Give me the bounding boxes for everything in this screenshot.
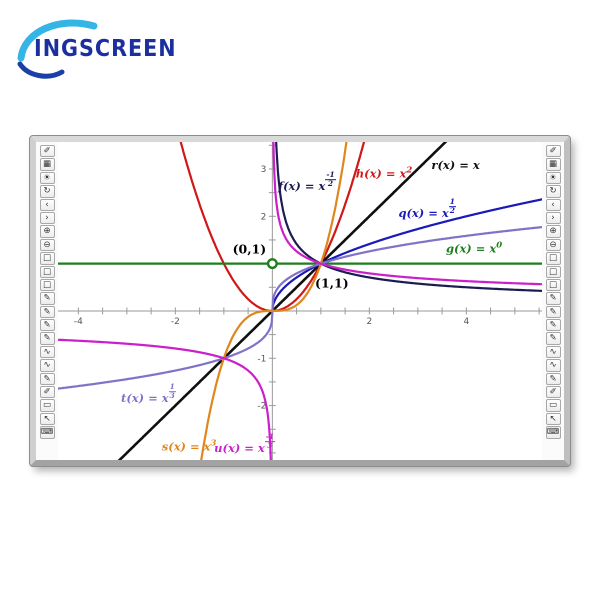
highlighter-icon[interactable]: ✐ xyxy=(545,386,561,399)
keyboard-icon[interactable]: ⌨ xyxy=(545,426,561,439)
eraser-icon[interactable]: ▭ xyxy=(545,399,561,412)
svg-text:2: 2 xyxy=(261,212,267,222)
shape-rect-large-icon[interactable]: □ xyxy=(39,278,55,292)
curve-s xyxy=(200,142,348,460)
pen-bold-icon[interactable]: ✎ xyxy=(545,332,561,345)
crayon-icon[interactable]: ✎ xyxy=(545,292,561,305)
curve-r xyxy=(117,142,448,460)
annotate-pen-icon[interactable]: ✐ xyxy=(545,145,561,158)
svg-text:3: 3 xyxy=(261,165,267,175)
left-toolbar: ✐ ▦ ☀ ↻ ‹ › ⊕ ⊖ □ □ □ ✎ ✎ ✎ ✎ ∿ ∿ ✎ ✐ ▭ ↖ ⌨ xyxy=(36,142,58,460)
brush-icon[interactable]: ✎ xyxy=(39,372,55,386)
zoom-in-icon[interactable]: ⊕ xyxy=(545,225,561,238)
pen-medium-icon[interactable]: ✎ xyxy=(545,319,561,332)
page-next-icon[interactable]: › xyxy=(545,211,561,225)
pen-bold-icon[interactable]: ✎ xyxy=(39,332,55,345)
svg-text:-2: -2 xyxy=(257,402,266,412)
curve-label-g: g(x) = x0 xyxy=(445,241,503,256)
shape-rect-large-icon[interactable]: □ xyxy=(545,278,561,292)
page-prev-icon[interactable]: ‹ xyxy=(39,198,55,211)
annotate-pen-icon[interactable]: ✐ xyxy=(39,145,55,158)
pen-fine-icon[interactable]: ✎ xyxy=(39,305,55,319)
svg-text:4: 4 xyxy=(463,317,469,327)
keyboard-icon[interactable]: ⌨ xyxy=(39,426,55,439)
shape-rect-medium-icon[interactable]: □ xyxy=(39,265,55,278)
curve-t xyxy=(58,225,542,390)
page-prev-icon[interactable]: ‹ xyxy=(545,198,561,211)
curve-tool2-icon[interactable]: ∿ xyxy=(545,359,561,372)
svg-text:2: 2 xyxy=(366,317,372,327)
svg-text:-1: -1 xyxy=(257,354,266,364)
curve-label-r: r(x) = x xyxy=(431,158,480,173)
curve-u xyxy=(272,142,542,286)
svg-text:-2: -2 xyxy=(171,317,180,327)
dual-page-icon[interactable]: ▦ xyxy=(545,158,561,171)
svg-text:-4: -4 xyxy=(74,317,83,327)
refresh-icon[interactable]: ↻ xyxy=(39,185,55,198)
pen-fine-icon[interactable]: ✎ xyxy=(545,305,561,319)
pen-medium-icon[interactable]: ✎ xyxy=(39,319,55,332)
logo-text: INGSCREEN xyxy=(34,36,177,62)
interactive-whiteboard: ✐ ▦ ☀ ↻ ‹ › ⊕ ⊖ □ □ □ ✎ ✎ ✎ ✎ ∿ ∿ ✎ ✐ ▭ ↖ ⌨ -4 -2 2 4 3 2 -1 -2 f(x)… xyxy=(29,135,571,467)
open-point xyxy=(266,258,278,270)
cursor-icon[interactable]: ↖ xyxy=(39,412,55,426)
point-annotation-0: (0,1) xyxy=(232,241,267,257)
curve-label-s: s(x) = x3 xyxy=(161,438,217,454)
curve-tool-icon[interactable]: ∿ xyxy=(545,345,561,359)
spotlight-icon[interactable]: ☀ xyxy=(39,171,55,185)
zoom-in-icon[interactable]: ⊕ xyxy=(39,225,55,238)
dual-page-icon[interactable]: ▦ xyxy=(39,158,55,171)
zoom-out-icon[interactable]: ⊖ xyxy=(39,238,55,252)
cursor-icon[interactable]: ↖ xyxy=(545,412,561,426)
refresh-icon[interactable]: ↻ xyxy=(545,185,561,198)
graph-canvas[interactable]: -4 -2 2 4 3 2 -1 -2 xyxy=(58,142,542,460)
highlighter-icon[interactable]: ✐ xyxy=(39,386,55,399)
right-toolbar: ✐ ▦ ☀ ↻ ‹ › ⊕ ⊖ □ □ □ ✎ ✎ ✎ ✎ ∿ ∿ ✎ ✐ ▭ ↖ ⌨ xyxy=(542,142,564,460)
curve-h xyxy=(179,142,366,312)
crayon-icon[interactable]: ✎ xyxy=(39,292,55,305)
curve-tool2-icon[interactable]: ∿ xyxy=(39,359,55,372)
curve-label-f: f(x) = x -1 2 xyxy=(278,170,336,194)
shape-rect-small-icon[interactable]: □ xyxy=(545,252,561,265)
curve-label-h: h(x) = x2 xyxy=(355,165,413,181)
brush-icon[interactable]: ✎ xyxy=(545,372,561,386)
shape-rect-medium-icon[interactable]: □ xyxy=(545,265,561,278)
spotlight-icon[interactable]: ☀ xyxy=(545,171,561,185)
curve-tool-icon[interactable]: ∿ xyxy=(39,345,55,359)
eraser-icon[interactable]: ▭ xyxy=(39,399,55,412)
logo-swoosh-icon xyxy=(17,19,98,79)
graph-area[interactable]: -4 -2 2 4 3 2 -1 -2 f(x) = x -1 2 h(x) = x2 r(x) = … xyxy=(58,142,542,460)
curve-u xyxy=(58,338,272,460)
shape-rect-small-icon[interactable]: □ xyxy=(39,252,55,265)
page-next-icon[interactable]: › xyxy=(39,211,55,225)
zoom-out-icon[interactable]: ⊖ xyxy=(545,238,561,252)
brand-logo: INGSCREEN xyxy=(8,14,178,80)
curve-label-u: u(x) = x -1 3 xyxy=(214,432,276,456)
point-annotation-1: (1,1) xyxy=(315,275,349,291)
